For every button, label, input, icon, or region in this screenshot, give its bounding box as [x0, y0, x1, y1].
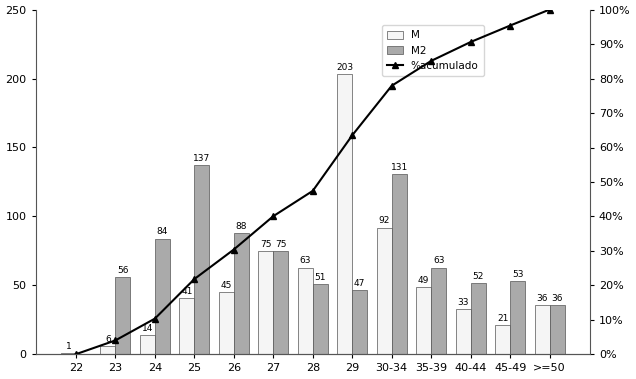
Bar — [313, 284, 328, 354]
Text: 88: 88 — [235, 222, 247, 231]
Text: 1: 1 — [66, 342, 71, 351]
Text: 63: 63 — [433, 257, 445, 265]
%acumulado — [309, 189, 317, 193]
Text: 75: 75 — [260, 240, 272, 249]
Bar — [377, 227, 392, 354]
Bar — [392, 174, 406, 354]
Text: 47: 47 — [354, 279, 366, 288]
Legend: M, M2, %acumulado: M, M2, %acumulado — [382, 25, 484, 76]
%acumulado — [427, 59, 435, 63]
Bar — [298, 268, 313, 354]
%acumulado — [151, 316, 158, 321]
Text: 49: 49 — [418, 276, 429, 285]
%acumulado — [72, 352, 80, 357]
Bar — [431, 268, 446, 354]
Bar — [234, 233, 249, 354]
Text: 203: 203 — [336, 63, 353, 72]
%acumulado — [191, 277, 198, 281]
%acumulado — [349, 133, 356, 138]
Text: 33: 33 — [457, 298, 469, 307]
Text: 56: 56 — [117, 266, 128, 275]
Bar — [550, 305, 565, 354]
%acumulado — [546, 7, 553, 12]
Text: 36: 36 — [551, 294, 563, 303]
Text: 63: 63 — [300, 257, 311, 265]
Bar — [140, 335, 155, 354]
Bar — [179, 298, 195, 354]
Bar — [219, 292, 234, 354]
Bar — [416, 287, 431, 354]
Bar — [510, 281, 525, 354]
Bar — [155, 238, 170, 354]
Text: 53: 53 — [512, 270, 523, 279]
Text: 45: 45 — [221, 281, 232, 290]
Text: 75: 75 — [275, 240, 287, 249]
%acumulado — [111, 338, 119, 343]
Bar — [273, 251, 288, 354]
%acumulado — [388, 83, 396, 88]
Bar — [495, 326, 510, 354]
Bar — [352, 290, 367, 354]
Bar — [471, 283, 486, 354]
%acumulado — [230, 247, 238, 252]
Text: 92: 92 — [378, 216, 390, 226]
Text: 51: 51 — [314, 273, 326, 282]
Text: 52: 52 — [473, 272, 484, 280]
Bar — [455, 309, 471, 354]
Text: 21: 21 — [497, 314, 508, 323]
Text: 131: 131 — [391, 163, 408, 172]
Text: 36: 36 — [536, 294, 548, 303]
Text: 6: 6 — [105, 335, 111, 344]
Text: 41: 41 — [181, 287, 193, 296]
Bar — [100, 346, 115, 354]
Line: %acumulado: %acumulado — [73, 6, 553, 358]
Bar — [535, 305, 550, 354]
Text: 137: 137 — [193, 154, 211, 163]
Bar — [195, 165, 209, 354]
%acumulado — [467, 40, 474, 44]
%acumulado — [506, 23, 514, 28]
Text: 14: 14 — [142, 324, 153, 333]
Bar — [258, 251, 273, 354]
Bar — [115, 277, 130, 354]
Bar — [61, 353, 76, 354]
Text: 84: 84 — [156, 227, 168, 236]
Bar — [337, 74, 352, 354]
%acumulado — [270, 214, 277, 218]
